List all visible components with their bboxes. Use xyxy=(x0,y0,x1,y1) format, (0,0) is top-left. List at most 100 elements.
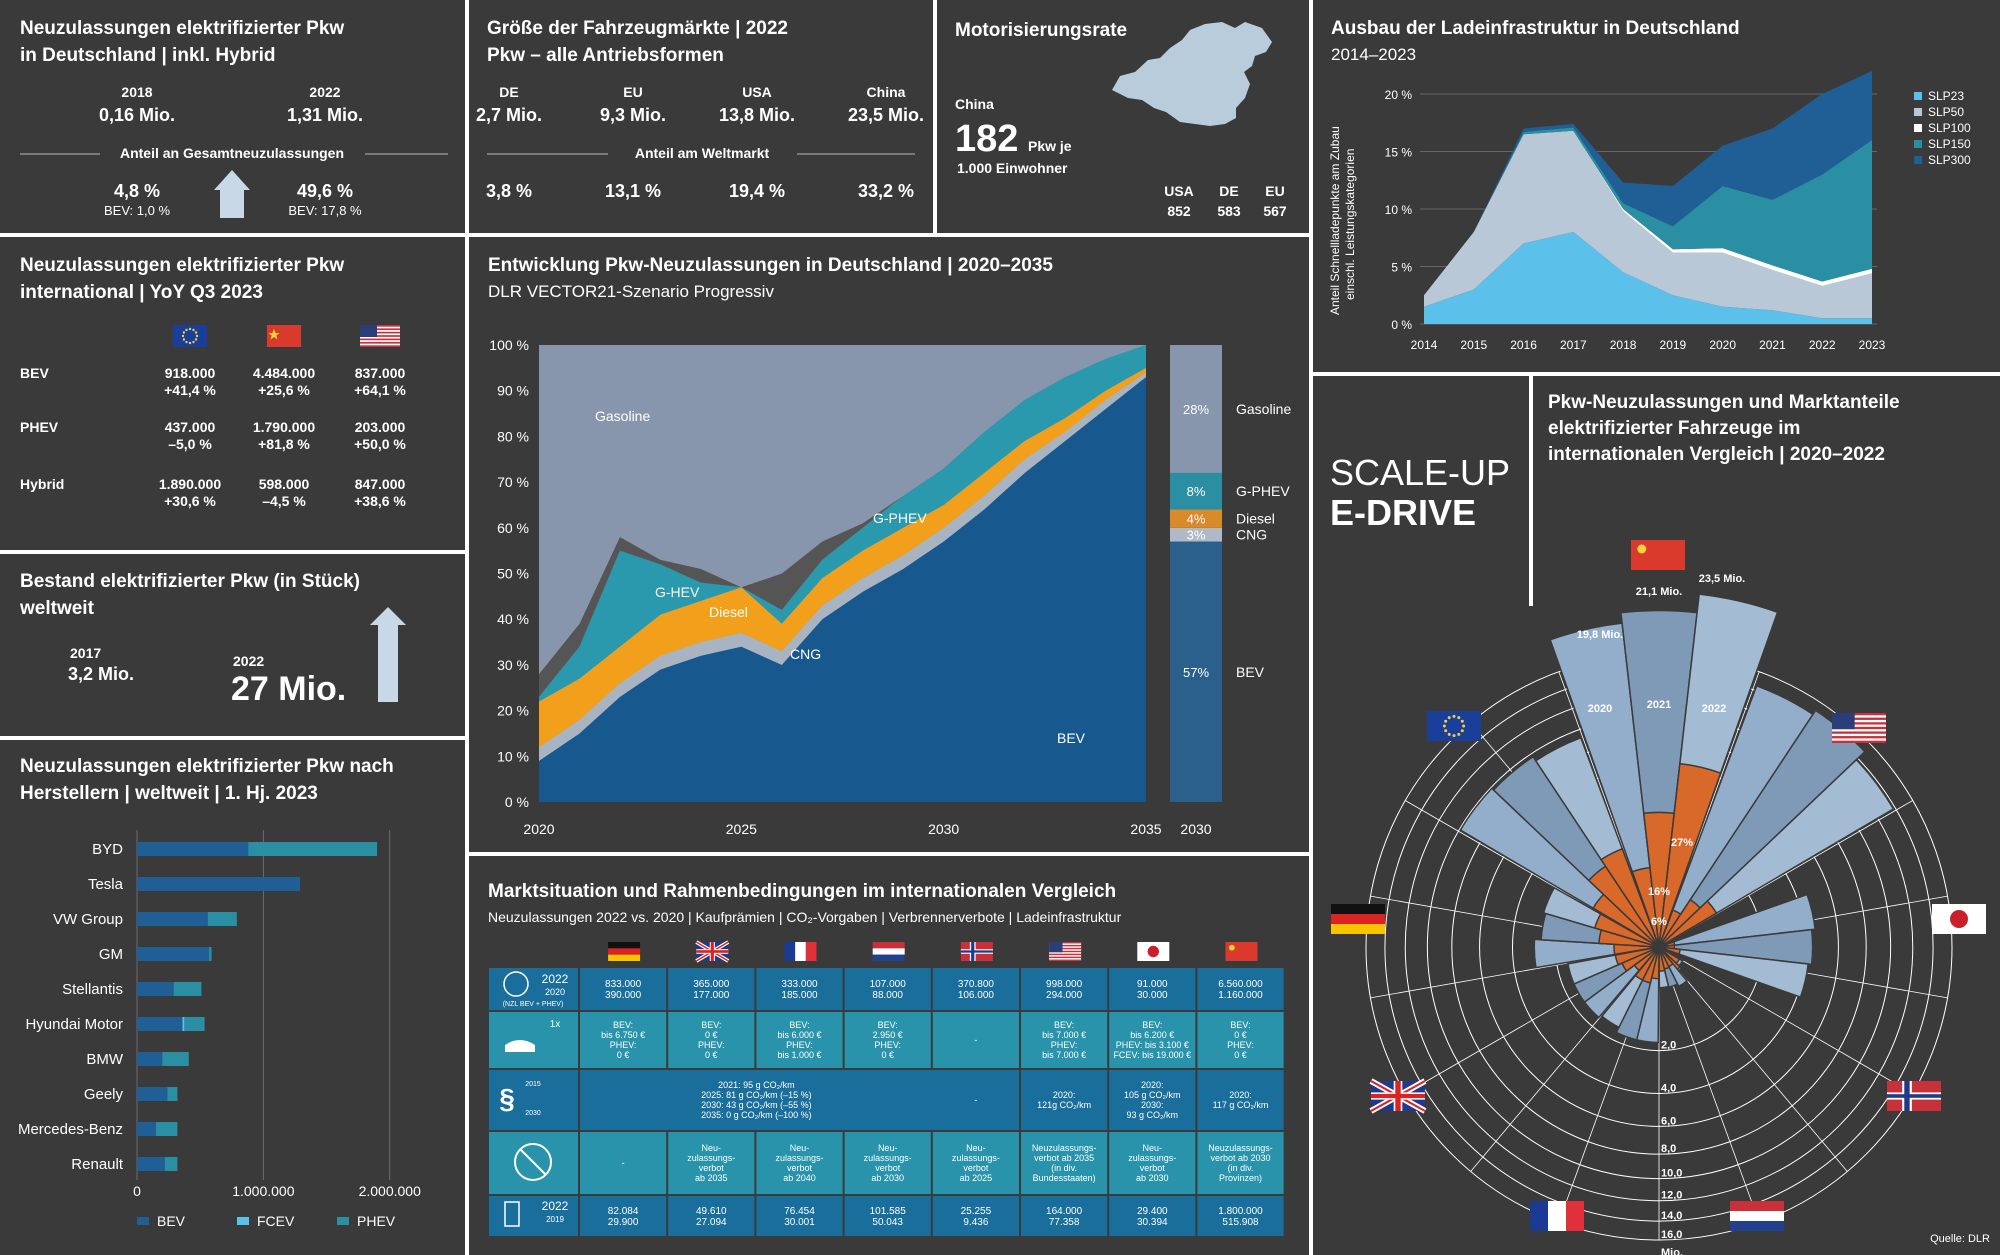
area-gasoline xyxy=(539,345,1146,675)
bar-segment-diesel xyxy=(1170,509,1222,528)
p7-chart: 0 % 10 % 20 % 30 % 40 % 50 % 60 % 70 % 80 % 90 % 1… xyxy=(489,337,1291,837)
row1-year-a: 2022 xyxy=(542,972,569,986)
stripe xyxy=(1331,904,1385,914)
eu-star xyxy=(1444,719,1448,723)
cell-text: BEV: xyxy=(701,1020,721,1030)
cell-text: PHEV: xyxy=(610,1040,637,1050)
bar-phev xyxy=(209,947,212,961)
panel-rose-title xyxy=(1533,376,2000,606)
cell xyxy=(756,1132,843,1194)
cell-text: 107.000 xyxy=(870,979,907,990)
cell xyxy=(668,1132,755,1194)
label-gasoline: Gasoline xyxy=(595,408,650,424)
cell-text: verbot ab 2035 xyxy=(1034,1153,1094,1163)
scaleup-text: SCALE-UP xyxy=(1330,452,1510,493)
p1-year-2022: 2022 xyxy=(309,84,340,100)
x-tick-label: 2015 xyxy=(1460,338,1487,352)
eu-star xyxy=(1447,716,1451,720)
us-change: +64,1 % xyxy=(354,382,406,398)
p5-title-line2: international | YoY Q3 2023 xyxy=(20,282,263,303)
ring-label: 12,0 xyxy=(1661,1190,1682,1202)
hand-money-icon xyxy=(505,1040,535,1052)
rose-wedge xyxy=(1658,893,1816,948)
y-tick-label: 100 % xyxy=(489,337,529,353)
bar-segment-bev xyxy=(1170,541,1222,802)
share-16: 16% xyxy=(1648,886,1670,898)
y-tick-label: 15 % xyxy=(1385,146,1413,160)
cell-text: bis 6.200 € xyxy=(1130,1030,1174,1040)
bar-phev xyxy=(173,982,202,996)
eu-star xyxy=(188,341,192,345)
p3-others: USA 852 DE 583 EU 567 xyxy=(1164,183,1287,219)
ring-label: 8,0 xyxy=(1661,1143,1676,1155)
stripe xyxy=(1331,924,1385,934)
cell-text: bis 1.000 € xyxy=(777,1050,821,1060)
p4-ylabel-line2: einschl. Leistungskategorien xyxy=(1343,149,1357,300)
cell xyxy=(844,1012,931,1068)
cell-text: BEV: xyxy=(1142,1020,1162,1030)
cell-text: 2030: xyxy=(1141,1100,1164,1110)
share-wedge xyxy=(1658,946,1681,956)
cell-text: 1.160.000 xyxy=(1218,990,1263,1001)
value-2022: 23,5 Mio. xyxy=(1699,573,1745,585)
p3-title: Motorisierungsrate xyxy=(955,20,1127,41)
cell-text: Provinzen) xyxy=(1219,1173,1262,1183)
cell-text: 0 € xyxy=(705,1050,718,1060)
row-icon-cell xyxy=(489,1070,578,1130)
cell-text: 2021: 95 g CO₂/km xyxy=(718,1080,795,1090)
cell-text: 0 € xyxy=(705,1030,718,1040)
ring-label: 14,0 xyxy=(1661,1210,1682,1222)
area-slp23 xyxy=(1424,232,1872,324)
p12-title-line3: internationalen Vergleich | 2020–2022 xyxy=(1548,444,1885,465)
de-neuzulassungen: Neuzulassungen elektrifizierter Pkw in D… xyxy=(20,18,448,218)
p1-up-arrow-icon xyxy=(214,170,250,218)
bg xyxy=(1631,540,1685,570)
area-bev xyxy=(539,376,1146,802)
category-label: BYD xyxy=(92,841,123,858)
row-icon-cell xyxy=(489,1012,578,1068)
rose-wedge xyxy=(1658,758,1895,948)
stripe xyxy=(1049,956,1082,959)
row5-year-a: 2022 xyxy=(542,1199,569,1213)
cell xyxy=(756,1012,843,1068)
x-tick-label: 2030 xyxy=(928,821,959,837)
y-tick-label: 50 % xyxy=(497,566,529,582)
cell-text: 30.001 xyxy=(784,1217,815,1228)
us-stripe xyxy=(360,325,400,327)
cell-text: 27.094 xyxy=(696,1217,727,1228)
cell xyxy=(1109,1196,1196,1236)
legend-swatch xyxy=(137,1217,149,1225)
p12-title-line1: Pkw-Neuzulassungen und Marktanteile xyxy=(1548,392,1900,413)
us-stripe xyxy=(360,328,400,331)
bar-phev xyxy=(162,1052,189,1066)
p1-year-2018: 2018 xyxy=(121,84,152,100)
cell-text: 105 g CO₂/km xyxy=(1124,1090,1181,1100)
cell-text: verbot xyxy=(787,1163,813,1173)
cell-text: PHEV: xyxy=(786,1040,813,1050)
cross xyxy=(696,950,729,953)
cell xyxy=(1109,968,1196,1010)
y-tick-label: 5 % xyxy=(1391,261,1412,275)
cell-text: - xyxy=(974,1035,977,1045)
category-label: Hyundai Motor xyxy=(25,1016,123,1033)
cell-text: 76.454 xyxy=(784,1206,815,1217)
label-bev: BEV xyxy=(1057,730,1086,746)
cell-text: (in div. xyxy=(1228,1163,1254,1173)
market-name: DE xyxy=(499,84,518,100)
cell-text: 29.400 xyxy=(1137,1206,1168,1217)
eu-star xyxy=(182,338,186,341)
cell xyxy=(844,1196,931,1236)
cell-text: - xyxy=(622,1158,625,1168)
legend-swatch xyxy=(337,1217,349,1225)
us-stripe xyxy=(360,338,400,341)
cell-text: 0 € xyxy=(881,1050,894,1060)
p7-subtitle: DLR VECTOR21-Szenario Progressiv xyxy=(488,282,774,301)
bar-segment-label: 8% xyxy=(1187,484,1206,499)
eu-star xyxy=(185,328,188,332)
cell xyxy=(668,1196,755,1236)
y-tick-label: 0 % xyxy=(1391,318,1412,332)
ban-icon xyxy=(514,1143,552,1181)
cell-text: 9.436 xyxy=(963,1217,988,1228)
jp-flag-icon xyxy=(1932,904,1986,934)
p6-value-2022: 27 Mio. xyxy=(231,670,346,708)
